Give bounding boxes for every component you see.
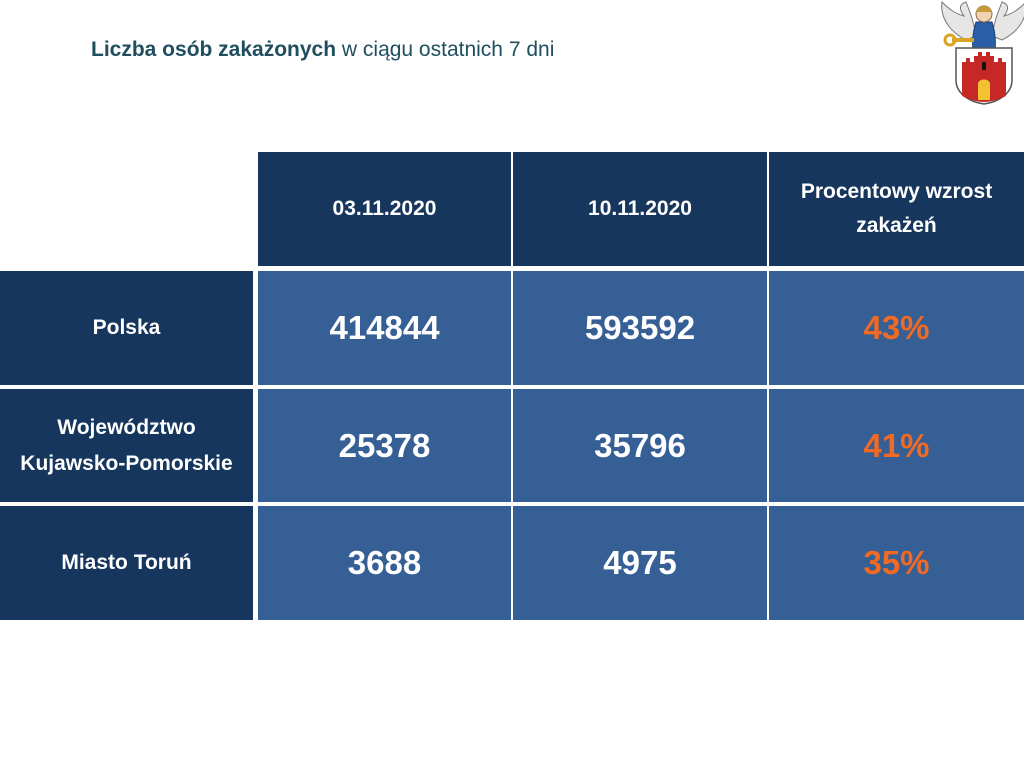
cell-percent: 35% [769,506,1024,620]
slide-title: Liczba osób zakażonych w ciągu ostatnich… [91,38,554,62]
column-header-date-1: 03.11.2020 [258,152,511,266]
cell-value: 3688 [258,506,511,620]
column-header-date-2: 10.11.2020 [513,152,767,266]
cell-value: 593592 [513,271,767,385]
torun-coat-of-arms-icon [941,0,1024,105]
title-bold: Liczba osób zakażonych [91,38,337,61]
cell-value: 414844 [258,271,511,385]
column-header-percent: Procentowy wzrost zakażeń [769,152,1024,266]
row-label-miasto-torun: Miasto Toruń [0,506,253,620]
row-label-polska: Polska [0,271,253,385]
cell-percent: 43% [769,271,1024,385]
cell-value: 35796 [513,389,767,502]
row-label-wojewodztwo: Województwo Kujawsko-Pomorskie [0,389,253,502]
cell-value: 4975 [513,506,767,620]
cell-percent: 41% [769,389,1024,502]
cell-value: 25378 [258,389,511,502]
title-rest: w ciągu ostatnich 7 dni [336,38,555,61]
